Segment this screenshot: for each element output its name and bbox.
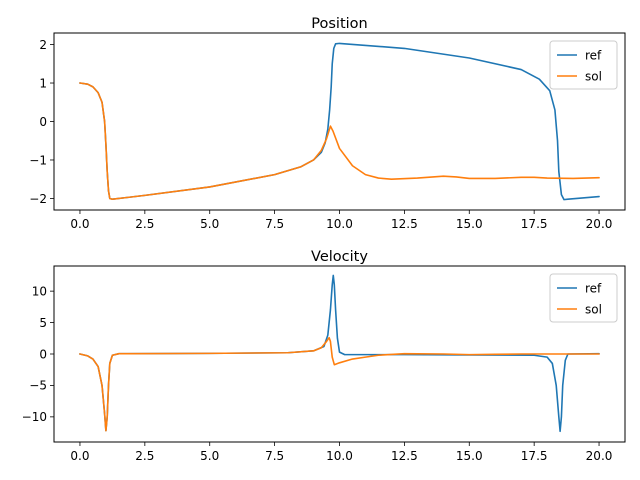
legend-label-ref: ref — [585, 48, 602, 62]
x-tick-label: 15.0 — [456, 217, 483, 231]
y-tick-label: 2 — [39, 38, 47, 52]
position-subplot: 0.0 2.5 5.0 7.5 10.0 12.5 15.0 17.5 20.0 −2 −1 0 1 2 P… — [29, 16, 626, 231]
x-tick-label: 2.5 — [135, 449, 154, 463]
series-group — [79, 274, 600, 433]
chart-title: Position — [311, 16, 367, 32]
y-tick-label: −1 — [29, 153, 47, 167]
legend-box — [549, 40, 618, 90]
chart-title: Velocity — [311, 249, 368, 265]
x-tick-label: 12.5 — [391, 217, 418, 231]
y-tick-label: 5 — [39, 316, 47, 330]
legend-label-ref: ref — [585, 281, 602, 295]
velocity-subplot: 0.0 2.5 5.0 7.5 10.0 12.5 15.0 17.5 20.0 −10 −5 0 5 1… — [22, 249, 626, 463]
y-tick-label: 10 — [32, 284, 47, 298]
x-tick-label: 15.0 — [456, 449, 483, 463]
series-line-sol — [79, 336, 600, 432]
legend-label-sol: sol — [585, 302, 602, 316]
x-tick-label: 12.5 — [391, 449, 418, 463]
legend-box — [549, 273, 618, 323]
x-tick-label: 5.0 — [200, 217, 219, 231]
x-tick-label: 0.0 — [70, 217, 89, 231]
x-tick-label: 5.0 — [200, 449, 219, 463]
x-tick-label: 20.0 — [586, 217, 613, 231]
x-tick-label: 20.0 — [586, 449, 613, 463]
series-line-sol — [79, 82, 600, 201]
x-tick-label: 10.0 — [326, 217, 353, 231]
legend: ref sol — [549, 273, 618, 323]
y-tick-label: 1 — [39, 76, 47, 90]
series-group — [79, 42, 600, 201]
x-tick-label: 10.0 — [326, 449, 353, 463]
x-tick-label: 17.5 — [521, 449, 548, 463]
x-tick-label: 7.5 — [265, 217, 284, 231]
y-tick-label: 0 — [39, 347, 47, 361]
y-tick-label: −5 — [29, 379, 47, 393]
y-tick-label: −2 — [29, 192, 47, 206]
x-tick-label: 17.5 — [521, 217, 548, 231]
x-tick-label: 2.5 — [135, 217, 154, 231]
y-tick-label: −10 — [22, 410, 47, 424]
x-tick-label: 0.0 — [70, 449, 89, 463]
x-tick-label: 7.5 — [265, 449, 284, 463]
legend: ref sol — [549, 40, 618, 90]
legend-label-sol: sol — [585, 69, 602, 83]
y-tick-label: 0 — [39, 115, 47, 129]
